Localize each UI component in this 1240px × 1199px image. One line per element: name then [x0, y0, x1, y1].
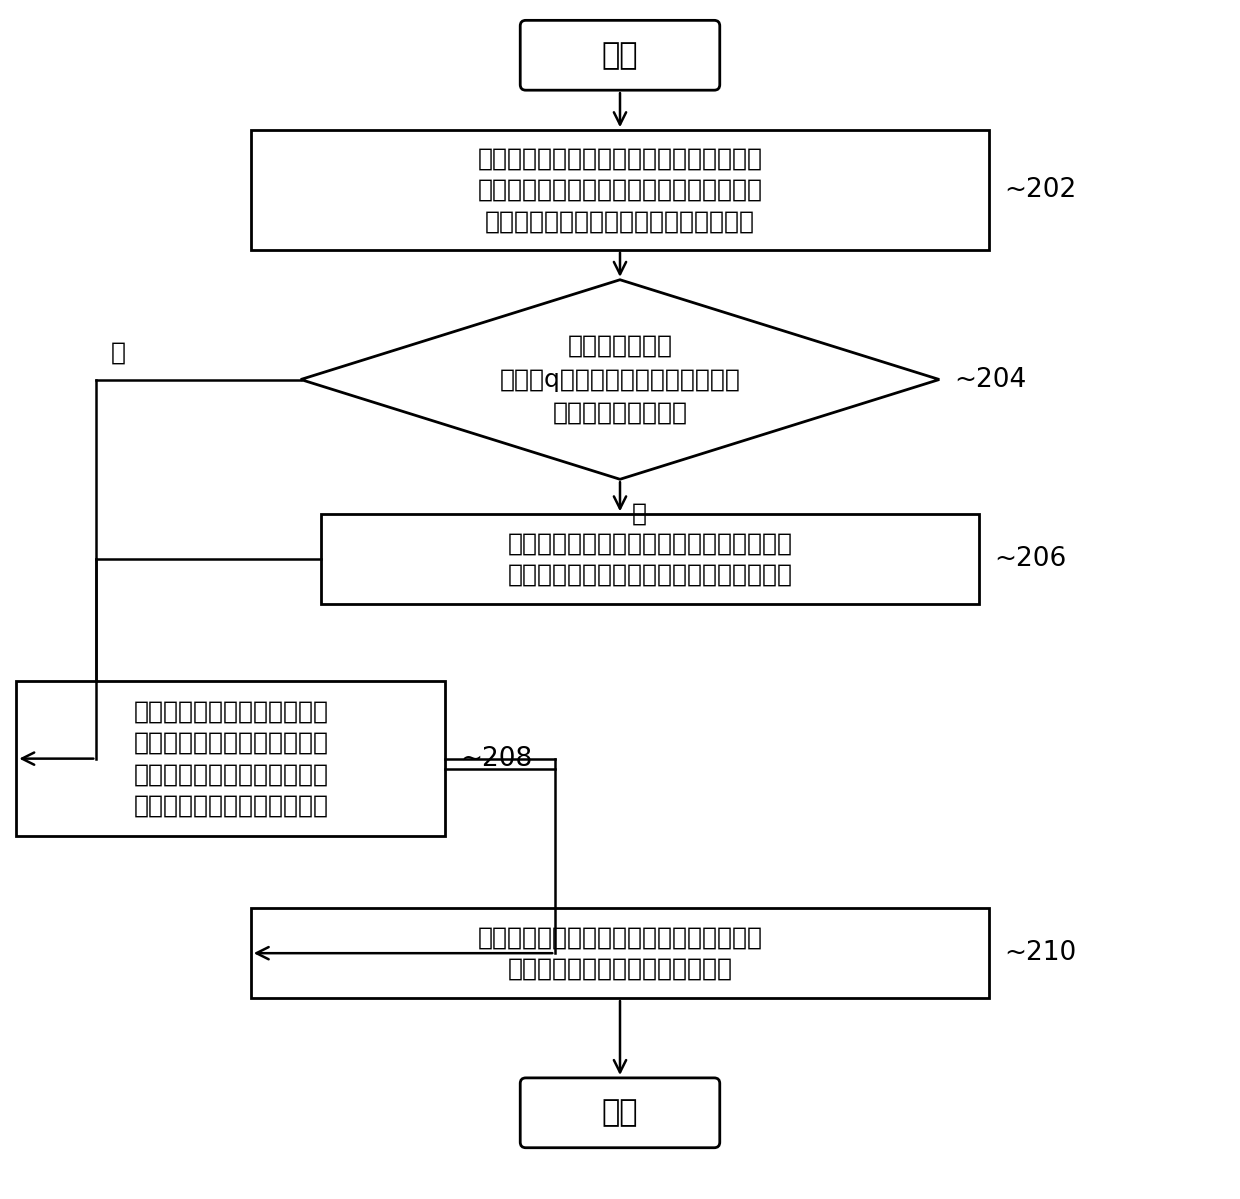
Text: 开始: 开始 — [601, 41, 639, 70]
Polygon shape — [301, 279, 939, 480]
Text: ~202: ~202 — [1004, 177, 1076, 203]
Bar — [321, 514, 980, 604]
Text: 在永磁同步电机上电且处于停止状态时，获
取霍尔位置信号电平，根据霍尔位置信号电
平确定初始霍尔角度位置以及初始扇区值: 在永磁同步电机上电且处于停止状态时，获 取霍尔位置信号电平，根据霍尔位置信号电 … — [477, 146, 763, 234]
Text: ~206: ~206 — [994, 546, 1066, 572]
Bar — [250, 909, 990, 998]
Text: ~210: ~210 — [1004, 940, 1076, 966]
Text: 结束: 结束 — [601, 1098, 639, 1127]
Text: 在初始霍尔角度位置分别加入
正电压脉冲和负电压脉冲，获
取并比较正电流峰值和负电流
峰值，以确定霍尔位置标志位: 在初始霍尔角度位置分别加入 正电压脉冲和负电压脉冲，获 取并比较正电流峰值和负电… — [134, 699, 329, 818]
Text: ~204: ~204 — [955, 367, 1027, 392]
Text: ~208: ~208 — [460, 746, 533, 772]
Text: 在初始霍尔角度
位置的q轴方向加入电流，判断初始
扇区值是否发生变化: 在初始霍尔角度 位置的q轴方向加入电流，判断初始 扇区值是否发生变化 — [500, 335, 740, 424]
Text: 是: 是 — [632, 501, 647, 525]
Text: 否: 否 — [112, 341, 126, 364]
Bar — [16, 681, 445, 836]
FancyBboxPatch shape — [521, 1078, 719, 1147]
Text: 根据霍尔位置标志位和初始霍尔角度位置，
确定永磁同步电机的转子角度位置: 根据霍尔位置标志位和初始霍尔角度位置， 确定永磁同步电机的转子角度位置 — [477, 926, 763, 981]
FancyBboxPatch shape — [521, 20, 719, 90]
Bar — [250, 129, 990, 249]
Text: 记录扇区变化值，并根据扇区变化值确定永
磁同步电机的旋转方向以及霍尔位置标志位: 记录扇区变化值，并根据扇区变化值确定永 磁同步电机的旋转方向以及霍尔位置标志位 — [507, 531, 792, 586]
